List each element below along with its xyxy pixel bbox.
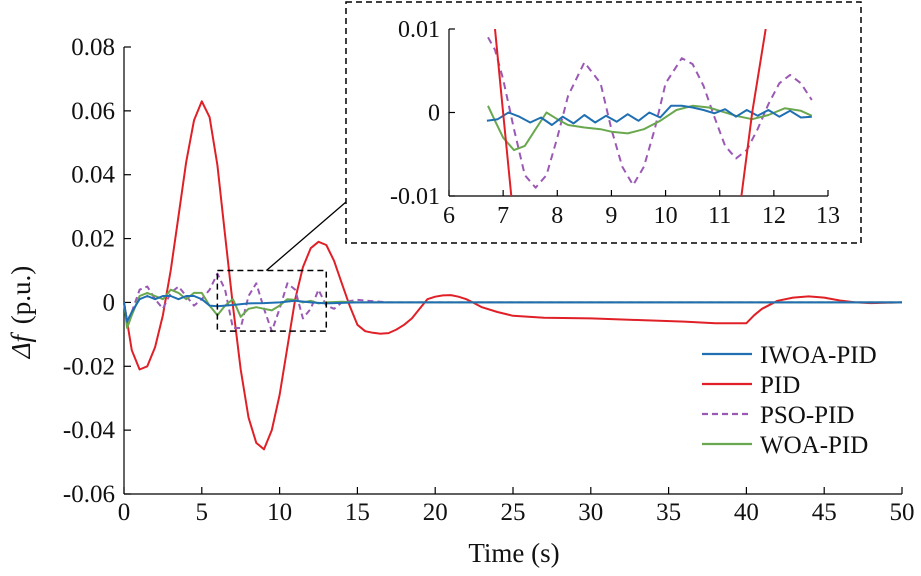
x-tick-label: 10	[267, 499, 292, 526]
inset-series-line-pid	[494, 29, 513, 196]
y-axis-label: Δf (p.u.)	[6, 266, 36, 360]
x-tick-label: 25	[501, 499, 526, 526]
inset-series-line-iwoa-pid	[486, 104, 812, 126]
x-tick-label: 50	[890, 499, 915, 526]
inset-y-tick-label: -0.01	[390, 184, 440, 210]
x-tick-label: 40	[734, 499, 759, 526]
inset-y-tick-label: 0	[428, 101, 440, 127]
x-tick-label: 35	[656, 499, 681, 526]
y-tick-label: -0.06	[63, 481, 115, 508]
legend-label-pso-pid: PSO-PID	[760, 402, 854, 429]
inset-x-tick-label: 9	[605, 203, 617, 229]
y-tick-label: -0.02	[63, 353, 115, 380]
legend: IWOA-PID PID PSO-PID WOA-PID	[702, 342, 877, 459]
x-tick-label: 45	[812, 499, 837, 526]
series-line-woa-pid	[123, 288, 902, 329]
x-tick-label: 20	[423, 499, 448, 526]
series-line-pid	[123, 100, 903, 451]
inset-x-tick-label: 10	[654, 203, 678, 229]
inset-y-tick-label: 0.01	[398, 17, 440, 43]
y-tick-label: 0.04	[71, 162, 115, 189]
zoom-connector-line	[265, 201, 347, 271]
x-axis-label: Time (s)	[468, 538, 559, 568]
y-axis-symbol: Δf	[6, 331, 36, 359]
zoom-region-rect	[216, 269, 328, 332]
inset-x-tick-label: 11	[708, 203, 731, 229]
legend-label-iwoa-pid: IWOA-PID	[760, 342, 877, 369]
inset-dashed-frame	[345, 1, 862, 244]
inset-x-tick-label: 13	[816, 203, 840, 229]
y-tick-label: 0	[103, 289, 116, 316]
inset-x-tick-label: 8	[551, 203, 563, 229]
x-tick-label: 15	[345, 499, 370, 526]
y-tick-label: 0.08	[71, 34, 115, 61]
x-tick-label: 0	[118, 499, 131, 526]
zoom-region-box	[216, 201, 347, 332]
y-tick-label: 0.02	[71, 226, 115, 253]
y-tick-label: 0.06	[71, 98, 115, 125]
legend-label-pid: PID	[760, 372, 800, 399]
legend-label-woa-pid: WOA-PID	[760, 432, 868, 459]
y-tick-label: -0.04	[63, 417, 116, 444]
inset-x-tick-label: 6	[443, 203, 455, 229]
main-plot: 0 5 10 15 20 25 30 35 40 45 500.080.060.040.020-0.…	[63, 34, 915, 526]
inset-plot: 6 7 8 9 10 11 12 13 0.01 0 -0.01	[345, 1, 862, 244]
x-tick-label: 30	[578, 499, 603, 526]
y-axis-unit: (p.u.)	[6, 266, 36, 324]
inset-x-tick-label: 12	[762, 203, 786, 229]
inset-series-line-pso-pid	[487, 36, 813, 189]
inset-x-tick-label: 7	[497, 203, 509, 229]
series-line-iwoa-pid	[123, 295, 902, 323]
inset-series-group	[486, 29, 813, 196]
x-tick-label: 5	[196, 499, 209, 526]
inset-series-line-pid	[740, 29, 767, 196]
